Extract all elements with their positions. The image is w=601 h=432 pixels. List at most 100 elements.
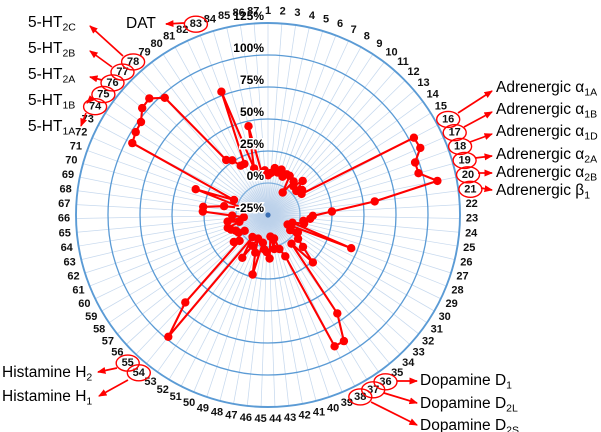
data-point [145,94,154,103]
radial-tick-label: 100% [233,41,264,55]
circled-number-ring [183,15,209,33]
data-point [260,245,269,254]
callout-arrow [89,50,113,68]
category-label-71: 71 [70,140,82,152]
circled-number-ring [361,381,386,399]
callout-arrow [383,392,418,405]
category-label-15: 15 [435,101,447,113]
callout-label: Histamine H1 [2,388,92,408]
category-label-22: 22 [466,198,478,210]
category-label-86: 86 [232,7,244,19]
data-point [305,214,315,223]
category-label-85: 85 [218,10,230,22]
category-label-13: 13 [417,77,429,89]
circled-number-ring [436,110,461,129]
circled-number-ring [455,166,481,184]
category-label-31: 31 [431,324,443,336]
callout-label: Dopamine D1 [420,372,512,392]
circled-number-ring [452,151,477,170]
radial-tick-label: 25% [240,137,264,151]
callout-arrow [480,185,493,193]
category-label-56: 56 [111,347,123,359]
category-label-27: 27 [456,271,468,283]
radial-tick-labels: -25% 0% 25% 50% 75% 100% 125% [232,8,266,217]
category-label-64: 64 [61,242,74,254]
grid-ring [107,54,429,376]
category-label-50: 50 [183,397,195,409]
data-point [298,242,308,252]
data-point [249,164,259,173]
category-label-28: 28 [451,285,463,297]
category-label-69: 69 [62,169,74,181]
category-label-23: 23 [466,213,478,225]
data-point [248,241,257,250]
category-label-6: 6 [337,18,343,30]
callout-label: 5-HT2B [28,40,75,60]
center-dot [265,212,271,218]
data-point [160,93,169,103]
callout-label: Dopamine D2L [420,395,518,415]
data-point [265,254,274,263]
grid-ring [139,86,397,344]
category-label-57: 57 [102,335,114,347]
data-point [223,223,232,232]
callout-arrow [86,95,95,104]
data-point [128,138,137,148]
radial-tick-label: 0% [247,169,265,183]
data-point [240,226,249,235]
category-label-68: 68 [59,183,71,195]
category-label-14: 14 [426,89,439,101]
callout-arrow [457,90,493,114]
data-point [228,156,237,165]
data-point [339,336,349,346]
circled-number-ring [442,123,467,142]
data-point [278,188,287,197]
category-label-11: 11 [397,56,409,68]
data-point [229,237,238,247]
category-label-21: 21 [464,183,476,195]
data-point [286,225,295,235]
circled-number-ring [348,388,373,406]
data-point [240,159,249,169]
category-label-38: 38 [354,391,366,403]
category-label-29: 29 [445,298,457,310]
category-label-70: 70 [65,154,77,166]
data-point [409,133,419,142]
callout-label: 5-HT2C [28,14,76,34]
category-label-78: 78 [127,56,139,68]
callout-arrow [370,401,418,426]
callout-label: DAT [126,15,156,32]
circled-number-ring [115,354,140,372]
category-label-43: 43 [284,412,296,424]
data-point [164,332,173,341]
data-point [299,219,309,228]
circled-number-ring [120,53,146,71]
data-point [308,258,318,267]
callout-label: Histamine H2 [2,364,92,384]
category-label-9: 9 [376,38,382,50]
data-point [333,309,342,318]
callout-label: Adrenergic α1D [496,123,598,143]
callouts: DAT 5-HT2C 5-HT2B 5-HT2A 5-HT1B 5-HT1A Adrener… [2,14,598,432]
data-point [410,158,420,167]
category-label-7: 7 [351,24,357,36]
circled-number-ring [91,85,116,104]
category-label-47: 47 [225,410,237,422]
callout-label: Adrenergic α1A [496,79,597,99]
category-label-79: 79 [138,47,150,59]
data-point [416,143,425,153]
category-label-55: 55 [122,357,134,369]
category-label-12: 12 [407,66,419,78]
data-point [293,228,303,237]
callout-label: 5-HT2A [28,66,75,86]
category-label-5: 5 [323,14,329,26]
category-label-75: 75 [97,89,109,101]
category-label-32: 32 [422,335,434,347]
category-label-53: 53 [144,376,156,388]
category-label-72: 72 [75,127,87,139]
category-label-58: 58 [93,324,105,336]
callout-arrow [474,153,493,161]
radial-tick-label: 50% [240,105,264,119]
